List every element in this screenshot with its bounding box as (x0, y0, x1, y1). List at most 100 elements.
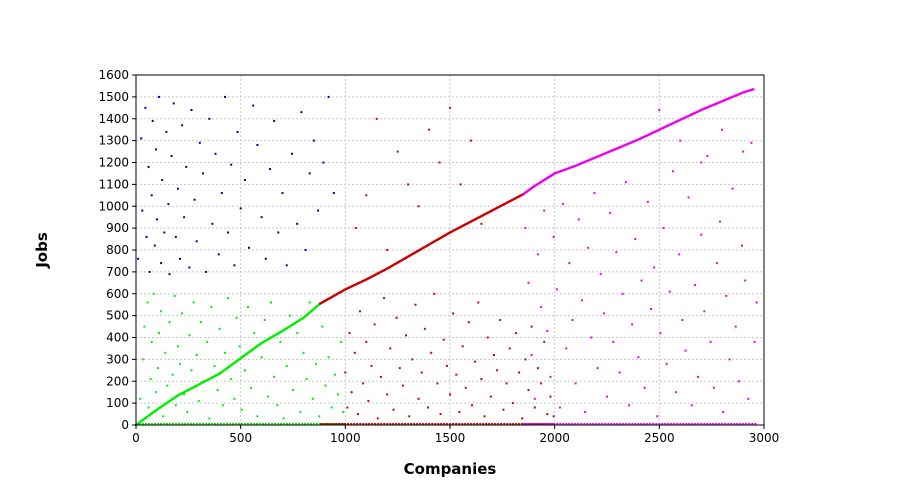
x-tick-label: 1500 (435, 431, 466, 445)
baseline-point (470, 423, 473, 425)
x-axis-title: Companies (404, 460, 497, 478)
scatter-point (508, 347, 511, 350)
scatter-point (747, 397, 750, 400)
x-tick-label: 2500 (644, 431, 675, 445)
baseline-point (343, 423, 345, 425)
scatter-point (153, 244, 156, 247)
scatter-point (152, 292, 155, 295)
scatter-point (703, 310, 706, 313)
scatter-point (365, 340, 368, 343)
baseline-point (232, 423, 234, 425)
scatter-point (208, 117, 211, 120)
scatter-point (471, 404, 473, 407)
baseline-point (262, 423, 264, 425)
baseline-point (169, 423, 171, 425)
y-tick-label: 800 (106, 243, 129, 257)
scatter-point (621, 292, 624, 295)
scatter-point (165, 130, 168, 133)
scatter-point (449, 393, 451, 396)
x-tick-label: 0 (132, 431, 140, 445)
scatter-point (296, 332, 299, 335)
scatter-point (214, 152, 217, 155)
scatter-point (455, 373, 458, 376)
baseline-point (670, 423, 673, 425)
baseline-point (142, 423, 144, 425)
scatter-point (656, 415, 659, 418)
scatter-point (186, 410, 189, 413)
baseline-point (550, 423, 553, 425)
baseline-point (256, 423, 258, 425)
scatter-point (190, 369, 193, 372)
series-0 (135, 292, 345, 426)
y-tick-label: 1100 (98, 177, 129, 191)
scatter-point (264, 257, 267, 260)
scatter-point (208, 417, 211, 420)
baseline-point (688, 423, 691, 425)
scatter-point (291, 152, 293, 155)
baseline-point (712, 423, 715, 425)
scatter-point (728, 358, 731, 361)
scatter-point (700, 161, 703, 164)
scatter-point (233, 397, 236, 400)
scatter-point (438, 161, 441, 164)
scatter-point (536, 367, 539, 370)
scatter-point (285, 264, 288, 267)
baseline-point (316, 423, 318, 425)
scatter-point (395, 316, 398, 319)
baseline-point (356, 423, 359, 425)
scatter-point (302, 351, 305, 354)
scatter-point (367, 399, 370, 402)
scatter-point (420, 371, 423, 374)
y-tick-label: 1600 (98, 68, 129, 82)
scatter-point (474, 360, 477, 363)
baseline-point (301, 423, 303, 425)
baseline-point (529, 423, 532, 425)
scatter-point (273, 375, 276, 378)
baseline-point (347, 423, 350, 425)
baseline-point (413, 423, 416, 425)
scatter-point (256, 144, 259, 146)
scatter-point (362, 382, 365, 385)
baseline-point (595, 423, 598, 425)
scatter-point (659, 332, 662, 335)
scatter-point (150, 194, 153, 197)
scatter-point (373, 323, 376, 326)
baseline-point (443, 423, 446, 425)
scatter-point (521, 417, 524, 420)
scatter-point (383, 297, 386, 300)
scatter-point (354, 227, 357, 230)
scatter-point (161, 179, 164, 181)
scatter-point (340, 340, 343, 343)
scatter-point (543, 209, 546, 212)
baseline-point (175, 423, 177, 425)
baseline-point (416, 423, 419, 425)
baseline-point (440, 423, 443, 425)
x-tick-label: 500 (229, 431, 252, 445)
scatter-point (483, 415, 486, 418)
baseline-point (476, 423, 479, 425)
baseline-point (685, 423, 688, 425)
scatter-point (574, 382, 577, 385)
baseline-point (407, 423, 410, 425)
scatter-point (190, 109, 193, 111)
baseline-point (643, 423, 646, 425)
baseline-point (151, 423, 153, 425)
scatter-point (634, 238, 637, 241)
scatter-point (477, 301, 480, 304)
baseline-point (181, 423, 183, 425)
y-tick-label: 600 (106, 287, 129, 301)
baseline-point (586, 423, 589, 425)
x-tick-label: 1000 (330, 431, 361, 445)
scatter-point (248, 246, 250, 249)
scatter-point (546, 329, 549, 332)
scatter-point (292, 389, 294, 391)
scatter-point (224, 95, 226, 98)
scatter-point (211, 222, 214, 225)
scatter-point (270, 301, 272, 304)
scatter-point (464, 386, 467, 389)
baseline-point (592, 423, 595, 425)
scatter-point (405, 334, 407, 337)
scatter-point (260, 356, 263, 359)
baseline-point (541, 423, 544, 425)
scatter-point (693, 284, 696, 286)
